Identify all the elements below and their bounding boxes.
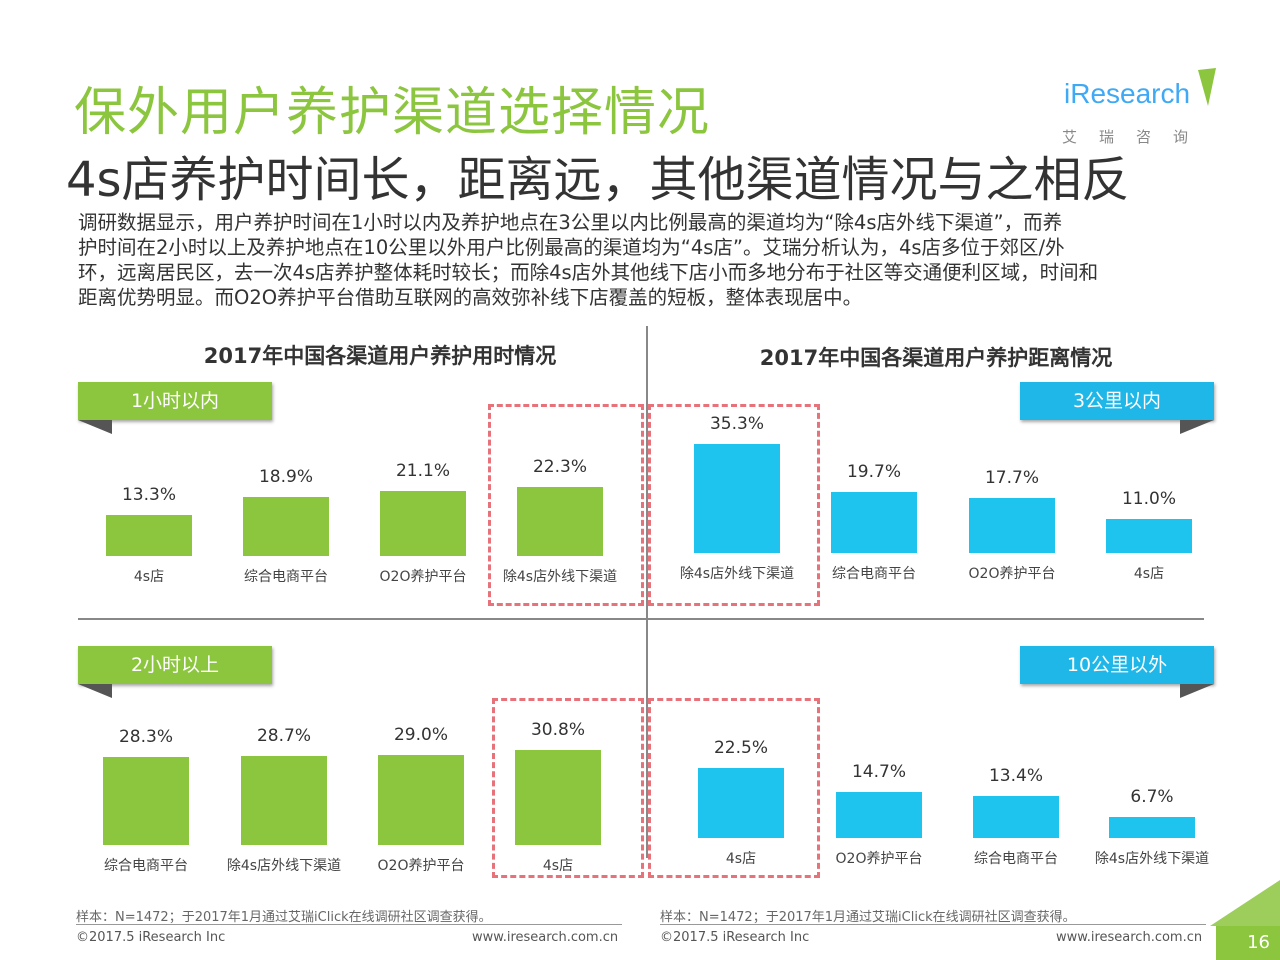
bar-3-1 [836, 792, 922, 838]
copyright-left: ©2017.5 iResearch Inc [76, 930, 226, 945]
data-label-1-0: 35.3% [709, 413, 764, 434]
category-label-3-1: O2O养护平台 [835, 851, 923, 867]
chart-tag-tail-3 [1180, 684, 1214, 698]
bar-3-0 [698, 768, 784, 838]
chart-tag-1: 3公里以内 [1020, 382, 1214, 420]
data-label-0-2: 21.1% [395, 460, 450, 481]
bar-1-1 [831, 491, 917, 553]
logo-banner-shape [1058, 68, 1216, 116]
data-label-1-1: 19.7% [846, 461, 901, 482]
chart-tag-0: 1小时以内 [78, 382, 272, 420]
iresearch-logo: iResearch 艾瑞咨询 [1058, 66, 1218, 152]
category-label-1-1: 综合电商平台 [832, 566, 916, 582]
sample-note-right: 样本：N=1472；于2017年1月通过艾瑞iClick在线调研社区调查获得。 [660, 910, 1076, 925]
bar-0-2 [380, 490, 466, 556]
chart-title-distance: 2017年中国各渠道用户养护距离情况 [759, 346, 1113, 370]
footer-line-right [660, 924, 1206, 925]
category-label-3-3: 除4s店外线下渠道 [1094, 851, 1210, 867]
url-right[interactable]: www.iresearch.com.cn [1056, 930, 1203, 945]
data-label-0-0: 13.3% [121, 484, 176, 505]
chart-tag-tail-1 [1180, 420, 1214, 434]
chart-tag-3: 10公里以外 [1020, 646, 1214, 684]
url-left[interactable]: www.iresearch.com.cn [472, 930, 619, 945]
highlight-box-0 [488, 404, 644, 606]
category-label-2-3: 4s店 [542, 858, 574, 874]
page-subtitle: 4s店养护时间长，距离远，其他渠道情况与之相反 [66, 152, 1130, 208]
bar-3-3 [1109, 817, 1195, 838]
chart-tag-tail-0 [78, 420, 112, 434]
highlight-box-1 [648, 404, 820, 606]
category-label-3-2: 综合电商平台 [974, 851, 1058, 867]
bar-0-0 [106, 514, 192, 556]
copyright-right: ©2017.5 iResearch Inc [660, 930, 810, 945]
bar-1-3 [1106, 518, 1192, 553]
category-label-1-3: 4s店 [1133, 566, 1165, 582]
data-label-3-1: 14.7% [851, 762, 906, 783]
category-label-2-2: O2O养护平台 [377, 858, 465, 874]
highlight-box-2 [492, 698, 644, 878]
category-label-2-0: 综合电商平台 [104, 858, 188, 874]
bar-2-2 [378, 755, 464, 845]
chart-tag-2: 2小时以上 [78, 646, 272, 684]
intro-paragraph: 调研数据显示，用户养护时间在1小时以内及养护地点在3公里以内比例最高的渠道均为“… [78, 211, 1099, 309]
data-label-2-2: 29.0% [393, 725, 448, 746]
data-label-3-0: 22.5% [713, 738, 768, 759]
data-label-1-3: 11.0% [1121, 488, 1176, 509]
horizontal-divider [78, 618, 1204, 620]
page-number: 16 [1216, 926, 1280, 960]
page-title: 保外用户养护渠道选择情况 [74, 83, 711, 143]
category-label-1-2: O2O养护平台 [968, 566, 1056, 582]
logo-wordmark: iResearch [1064, 78, 1191, 109]
bar-1-0 [694, 443, 780, 553]
data-label-2-3: 30.8% [530, 719, 585, 740]
chart-tag-tail-2 [78, 684, 112, 698]
category-label-0-1: 综合电商平台 [244, 569, 328, 585]
data-label-1-2: 17.7% [984, 468, 1039, 489]
bar-1-2 [969, 498, 1055, 553]
bar-2-1 [241, 756, 327, 845]
data-label-2-0: 28.3% [118, 727, 173, 748]
footer-line-left [76, 924, 622, 925]
corner-decoration [1210, 880, 1280, 926]
data-label-2-1: 28.7% [256, 726, 311, 747]
category-label-3-0: 4s店 [725, 851, 757, 867]
bar-2-3 [515, 749, 601, 845]
category-label-0-2: O2O养护平台 [379, 569, 467, 585]
category-label-0-3: 除4s店外线下渠道 [502, 569, 618, 585]
category-label-1-0: 除4s店外线下渠道 [679, 566, 795, 582]
data-label-0-1: 18.9% [258, 467, 313, 488]
bar-0-1 [243, 497, 329, 556]
chart-title-time: 2017年中国各渠道用户养护用时情况 [203, 344, 557, 368]
category-label-0-0: 4s店 [133, 569, 165, 585]
sample-note-left: 样本：N=1472；于2017年1月通过艾瑞iClick在线调研社区调查获得。 [76, 910, 492, 925]
logo-chinese: 艾瑞咨询 [1062, 128, 1211, 146]
vertical-divider [646, 326, 648, 858]
category-label-2-1: 除4s店外线下渠道 [226, 858, 342, 874]
bar-2-0 [103, 757, 189, 845]
highlight-box-3 [648, 698, 820, 878]
bar-3-2 [973, 796, 1059, 838]
data-label-3-2: 13.4% [988, 766, 1043, 787]
data-label-0-3: 22.3% [532, 456, 587, 477]
data-label-3-3: 6.7% [1130, 787, 1174, 808]
bar-0-3 [517, 486, 603, 556]
